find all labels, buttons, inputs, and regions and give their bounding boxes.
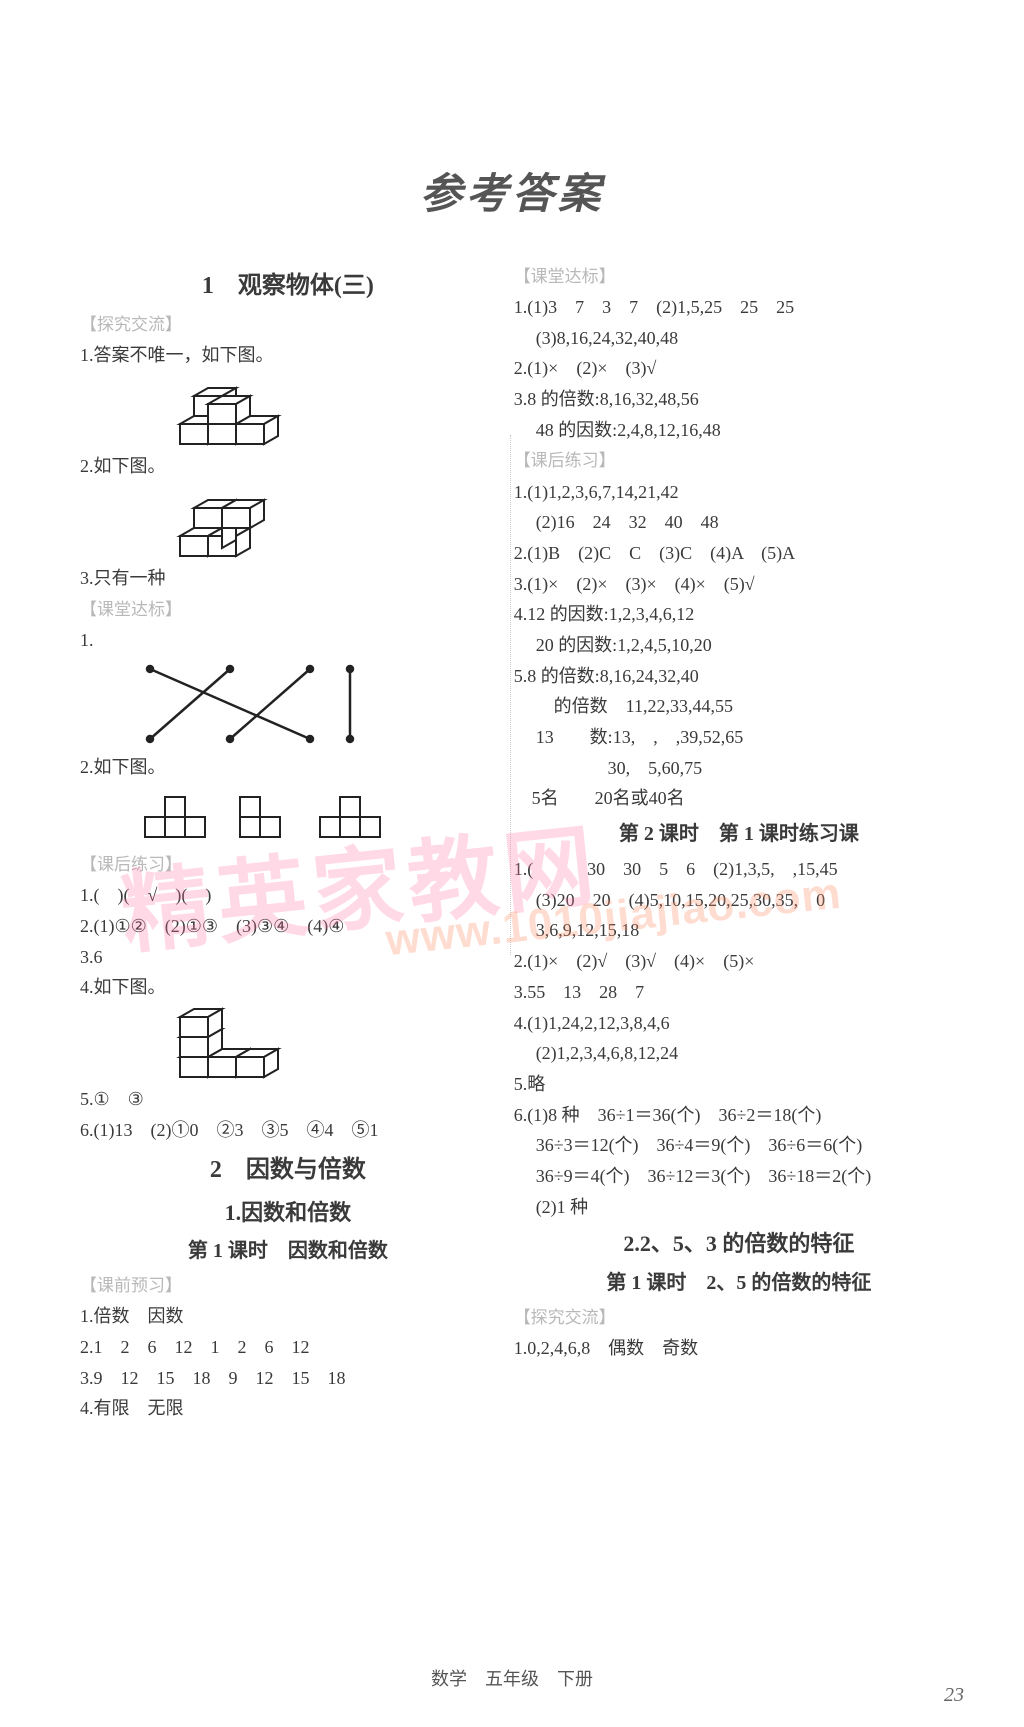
answer-line: 1.: [80, 626, 496, 656]
cube-figure-icon: [170, 486, 280, 560]
section-heading: 1.因数和倍数: [80, 1195, 496, 1231]
answer-line: 4.如下图。: [80, 973, 496, 1003]
answer-line: 5.8 的倍数:8,16,24,32,40: [514, 662, 964, 692]
lesson-heading: 第 2 课时 第 1 课时练习课: [514, 818, 964, 851]
answer-line: 1.0,2,4,6,8 偶数 奇数: [514, 1334, 964, 1364]
answer-line: 36÷3＝12(个) 36÷4＝9(个) 36÷6＝6(个): [514, 1131, 964, 1161]
answer-line: 30, 5,60,75: [514, 754, 964, 784]
page-title: 参考答案: [0, 160, 1024, 221]
answer-line: 3.8 的倍数:8,16,32,48,56: [514, 385, 964, 415]
answer-line: 2.1 2 6 12 1 2 6 12: [80, 1333, 496, 1363]
section-tag: 【课堂达标】: [80, 596, 496, 624]
page-number: 23: [944, 1684, 964, 1707]
answer-line: 5名 20名或40名: [514, 784, 964, 814]
answer-line: 1.答案不唯一，如下图。: [80, 341, 496, 371]
answer-line: (2)1,2,3,4,6,8,12,24: [514, 1039, 964, 1069]
section-tag: 【课堂达标】: [514, 263, 964, 291]
left-column: 1 观察物体(三) 【探究交流】 1.答案不唯一，如下图。 2.如下图。: [80, 261, 496, 1425]
answer-line: 13 数:13, , ,39,52,65: [514, 723, 964, 753]
answer-line: 36÷9＝4(个) 36÷12＝3(个) 36÷18＝2(个): [514, 1162, 964, 1192]
answer-line: 4.12 的因数:1,2,3,4,6,12: [514, 600, 964, 630]
answer-line: 3.6: [80, 943, 496, 973]
section-tag: 【课前预习】: [80, 1272, 496, 1300]
answer-line: 2.如下图。: [80, 753, 496, 783]
lesson-heading: 第 1 课时 因数和倍数: [80, 1235, 496, 1268]
column-divider: [510, 435, 511, 955]
answer-line: 1.倍数 因数: [80, 1302, 496, 1332]
answer-line: (3)8,16,24,32,40,48: [514, 324, 964, 354]
matching-lines-icon: [140, 659, 360, 749]
section-heading: 2.2、5、3 的倍数的特征: [514, 1226, 964, 1262]
answer-line: 3.9 12 15 18 9 12 15 18: [80, 1364, 496, 1394]
answer-line: 6.(1)13 (2)①0 ②3 ③5 ④4 ⑤1: [80, 1116, 496, 1146]
answer-line: 2.(1)× (2)× (3)√: [514, 354, 964, 384]
chapter-heading: 1 观察物体(三): [80, 267, 496, 307]
answer-line: 1.(1)3 7 3 7 (2)1,5,25 25 25: [514, 293, 964, 323]
section-tag: 【课后练习】: [514, 447, 964, 475]
answer-line: 3.55 13 28 7: [514, 978, 964, 1008]
page-footer: 数学 五年级 下册: [0, 1665, 1024, 1691]
section-tag: 【探究交流】: [514, 1304, 964, 1332]
content-columns: 1 观察物体(三) 【探究交流】 1.答案不唯一，如下图。 2.如下图。: [0, 261, 1024, 1425]
cube-figure-icon: [170, 374, 290, 448]
answer-line: 2.(1)①② (2)①③ (3)③④ (4)④: [80, 912, 496, 942]
section-tag: 【探究交流】: [80, 311, 496, 339]
answer-line: 5.① ③: [80, 1085, 496, 1115]
answer-line: (2)16 24 32 40 48: [514, 508, 964, 538]
answer-line: 3.(1)× (2)× (3)× (4)× (5)√: [514, 570, 964, 600]
answer-line: 20 的因数:1,2,4,5,10,20: [514, 631, 964, 661]
answer-line: 2.如下图。: [80, 452, 496, 482]
answer-line: 4.(1)1,24,2,12,3,8,4,6: [514, 1009, 964, 1039]
three-views-icon: [140, 787, 400, 847]
answer-line: 4.有限 无限: [80, 1394, 496, 1424]
answer-line: 1.( 30 30 5 6 (2)1,3,5, ,15,45: [514, 855, 964, 885]
chapter-heading: 2 因数与倍数: [80, 1151, 496, 1191]
cube-figure-icon: [170, 1007, 300, 1081]
answer-line: 的倍数 11,22,33,44,55: [514, 692, 964, 722]
right-column: 【课堂达标】 1.(1)3 7 3 7 (2)1,5,25 25 25 (3)8…: [514, 261, 964, 1425]
answer-line: 6.(1)8 种 36÷1＝36(个) 36÷2＝18(个): [514, 1101, 964, 1131]
answer-line: 2.(1)B (2)C C (3)C (4)A (5)A: [514, 539, 964, 569]
answer-line: (2)1 种: [514, 1193, 964, 1223]
answer-line: 3.只有一种: [80, 564, 496, 594]
answer-line: 2.(1)× (2)√ (3)√ (4)× (5)×: [514, 947, 964, 977]
answer-line: 5.略: [514, 1070, 964, 1100]
section-tag: 【课后练习】: [80, 851, 496, 879]
answer-line: 48 的因数:2,4,8,12,16,48: [514, 416, 964, 446]
answer-line: 1.( )( √ )( ): [80, 881, 496, 911]
answer-line: 1.(1)1,2,3,6,7,14,21,42: [514, 478, 964, 508]
answer-line: (3)20 20 (4)5,10,15,20,25,30,35, 0: [514, 886, 964, 916]
answer-line: 3,6,9,12,15,18: [514, 916, 964, 946]
lesson-heading: 第 1 课时 2、5 的倍数的特征: [514, 1267, 964, 1300]
